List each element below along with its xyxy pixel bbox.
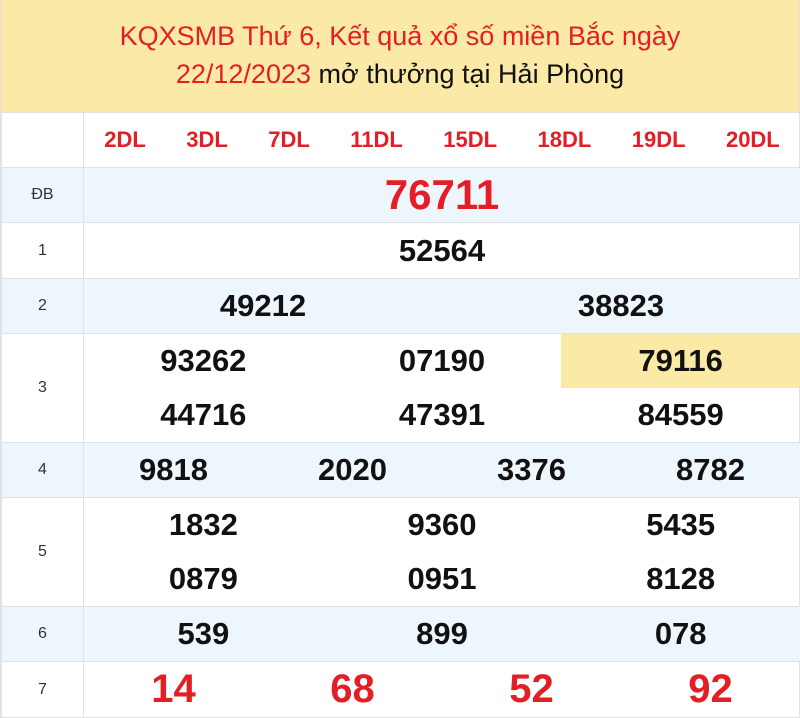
title-line1: KQXSMB Thứ 6, Kết quả xổ số miền Bắc ngà… [120,21,681,51]
prize-number: 3376 [442,443,621,497]
prize-label: 5 [2,498,84,607]
prize-number: 93262 [84,334,323,388]
code: 18DL [537,127,591,153]
prize-number: 44716 [84,388,323,442]
prize-number: 0951 [323,552,562,606]
prize-number: 49212 [84,279,442,333]
prize-label: 3 [2,334,84,443]
prize-number: 8128 [561,552,800,606]
prize-number: 84559 [561,388,800,442]
prize-number: 1832 [84,498,323,552]
prize-number: 5435 [561,498,800,552]
title-date: 22/12/2023 [176,59,311,89]
prize-label: 2 [2,279,84,334]
prize-number: 899 [323,607,562,661]
prize-number: 52564 [84,223,800,279]
code-list: 2DL 3DL 7DL 11DL 15DL 18DL 19DL 20DL [84,127,800,153]
code: 11DL [350,127,403,153]
prize-number: 07190 [323,334,562,388]
code: 20DL [726,127,780,153]
code: 7DL [268,127,310,153]
code: 15DL [443,127,497,153]
code: 3DL [186,127,228,153]
prize-number: 539 [84,607,323,661]
prize-number: 68 [263,662,442,717]
prize-number: 47391 [323,388,562,442]
prize-number: 14 [84,662,263,717]
code: 2DL [104,127,146,153]
prize-label: 1 [2,223,84,279]
prize-number: 8782 [621,443,800,497]
prize-number: 92 [621,662,800,717]
prize-number: 9818 [84,443,263,497]
prize-number: 078 [561,607,800,661]
prize-label: ĐB [2,168,84,223]
prize-number: 38823 [442,279,800,333]
title-line2: mở thưởng tại Hải Phòng [311,59,624,89]
empty-header [2,113,84,168]
page-title: KQXSMB Thứ 6, Kết quả xổ số miền Bắc ngà… [1,0,799,112]
code: 19DL [632,127,686,153]
special-prize: 76711 [84,168,800,223]
prize-number: 9360 [323,498,562,552]
prize-number: 0879 [84,552,323,606]
prize-number: 2020 [263,443,442,497]
prize-label: 7 [2,662,84,718]
highlighted-prize-number: 79116 [561,334,800,388]
prize-number: 52 [442,662,621,717]
prize-label: 4 [2,443,84,498]
prize-label: 6 [2,607,84,662]
